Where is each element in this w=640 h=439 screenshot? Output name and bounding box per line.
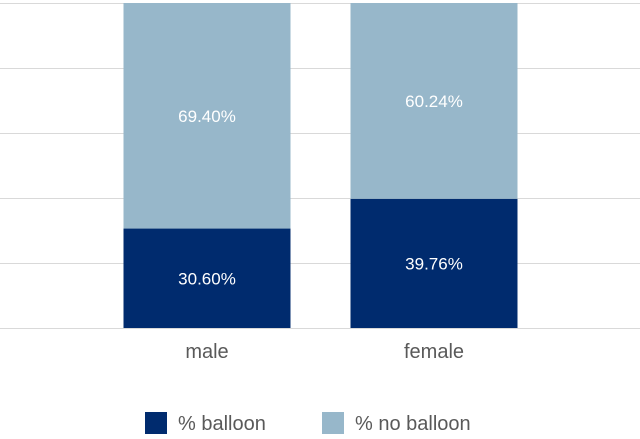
bar-female-series-0	[350, 198, 518, 328]
data-label-male-series-1: 69.40%	[178, 107, 236, 126]
bar-male-series-0	[123, 228, 291, 328]
bars	[123, 3, 518, 328]
tick-label-male: male	[185, 341, 228, 363]
data-label-female-series-1: 60.24%	[405, 92, 463, 111]
legend: % balloon % no balloon	[145, 412, 471, 435]
data-labels: 30.60% 69.40% 39.76% 60.24%	[178, 92, 463, 288]
category-axis: male female	[185, 341, 464, 363]
data-label-female-series-0: 39.76%	[405, 254, 463, 273]
legend-label-0: % balloon	[178, 413, 266, 435]
legend-swatch-0	[145, 412, 167, 434]
data-label-male-series-0: 30.60%	[178, 269, 236, 288]
bar-female-series-1	[350, 3, 518, 199]
gridlines	[0, 3, 640, 329]
legend-swatch-1	[322, 412, 344, 434]
tick-label-female: female	[404, 341, 464, 363]
bar-male-series-1	[123, 3, 291, 229]
legend-label-1: % no balloon	[355, 413, 471, 435]
